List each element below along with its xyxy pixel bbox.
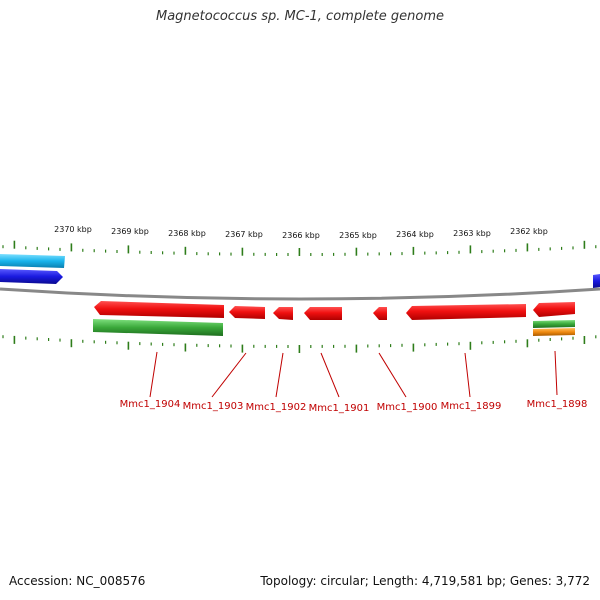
ruler-label: 2370 kbp xyxy=(54,225,92,234)
gene-feature-green-right[interactable] xyxy=(533,320,575,328)
ruler-label: 2367 kbp xyxy=(225,230,263,239)
forward-gene-cyan[interactable] xyxy=(0,254,65,268)
gene-label-mmc1-1904[interactable]: Mmc1_1904 xyxy=(120,399,181,410)
gene-leader-line xyxy=(554,350,558,396)
ruler-label: 2362 kbp xyxy=(510,227,548,236)
gene-feature-orange[interactable] xyxy=(533,328,575,336)
gene-label-mmc1-1901[interactable]: Mmc1_1901 xyxy=(309,403,370,414)
gene-leader-line xyxy=(211,352,247,398)
gene-mmc1-1901[interactable] xyxy=(304,307,342,320)
gene-label-mmc1-1903[interactable]: Mmc1_1903 xyxy=(183,401,244,412)
gene-mmc1-1898[interactable] xyxy=(533,302,575,317)
gene-leader-line xyxy=(275,352,284,398)
genome-summary: Topology: circular; Length: 4,719,581 bp… xyxy=(260,574,590,588)
ruler-label: 2365 kbp xyxy=(339,231,377,240)
gene-leader-line xyxy=(378,352,407,398)
ruler-label: 2368 kbp xyxy=(168,229,206,238)
gene-mmc1-1903[interactable] xyxy=(229,306,265,319)
ruler-ticks-top xyxy=(2,240,597,256)
ruler-label: 2366 kbp xyxy=(282,231,320,240)
gene-leader-line xyxy=(149,351,158,398)
genome-backbone xyxy=(0,287,600,301)
ruler-label: 2369 kbp xyxy=(111,227,149,236)
gene-label-mmc1-1898[interactable]: Mmc1_1898 xyxy=(527,399,588,410)
gene-feature-green[interactable] xyxy=(93,319,223,336)
gene-mmc1-1904[interactable] xyxy=(94,301,224,318)
ruler-label: 2364 kbp xyxy=(396,230,434,239)
forward-gene-blue[interactable] xyxy=(0,269,63,284)
gene-label-mmc1-1899[interactable]: Mmc1_1899 xyxy=(441,401,502,412)
ruler-label: 2363 kbp xyxy=(453,229,491,238)
gene-leader-line xyxy=(464,352,471,398)
genome-title: Magnetococcus sp. MC-1, complete genome xyxy=(155,9,445,24)
gene-mmc1-1902[interactable] xyxy=(273,307,293,320)
gene-label-mmc1-1900[interactable]: Mmc1_1900 xyxy=(377,402,438,413)
gene-mmc1-1900[interactable] xyxy=(373,307,387,320)
ruler-ticks-bottom xyxy=(2,335,597,353)
forward-gene-blue-right[interactable] xyxy=(593,274,600,288)
gene-label-mmc1-1902[interactable]: Mmc1_1902 xyxy=(246,402,307,413)
gene-leader-line xyxy=(320,352,340,398)
gene-mmc1-1899[interactable] xyxy=(406,304,526,320)
accession-label: Accession: NC_008576 xyxy=(9,574,146,588)
